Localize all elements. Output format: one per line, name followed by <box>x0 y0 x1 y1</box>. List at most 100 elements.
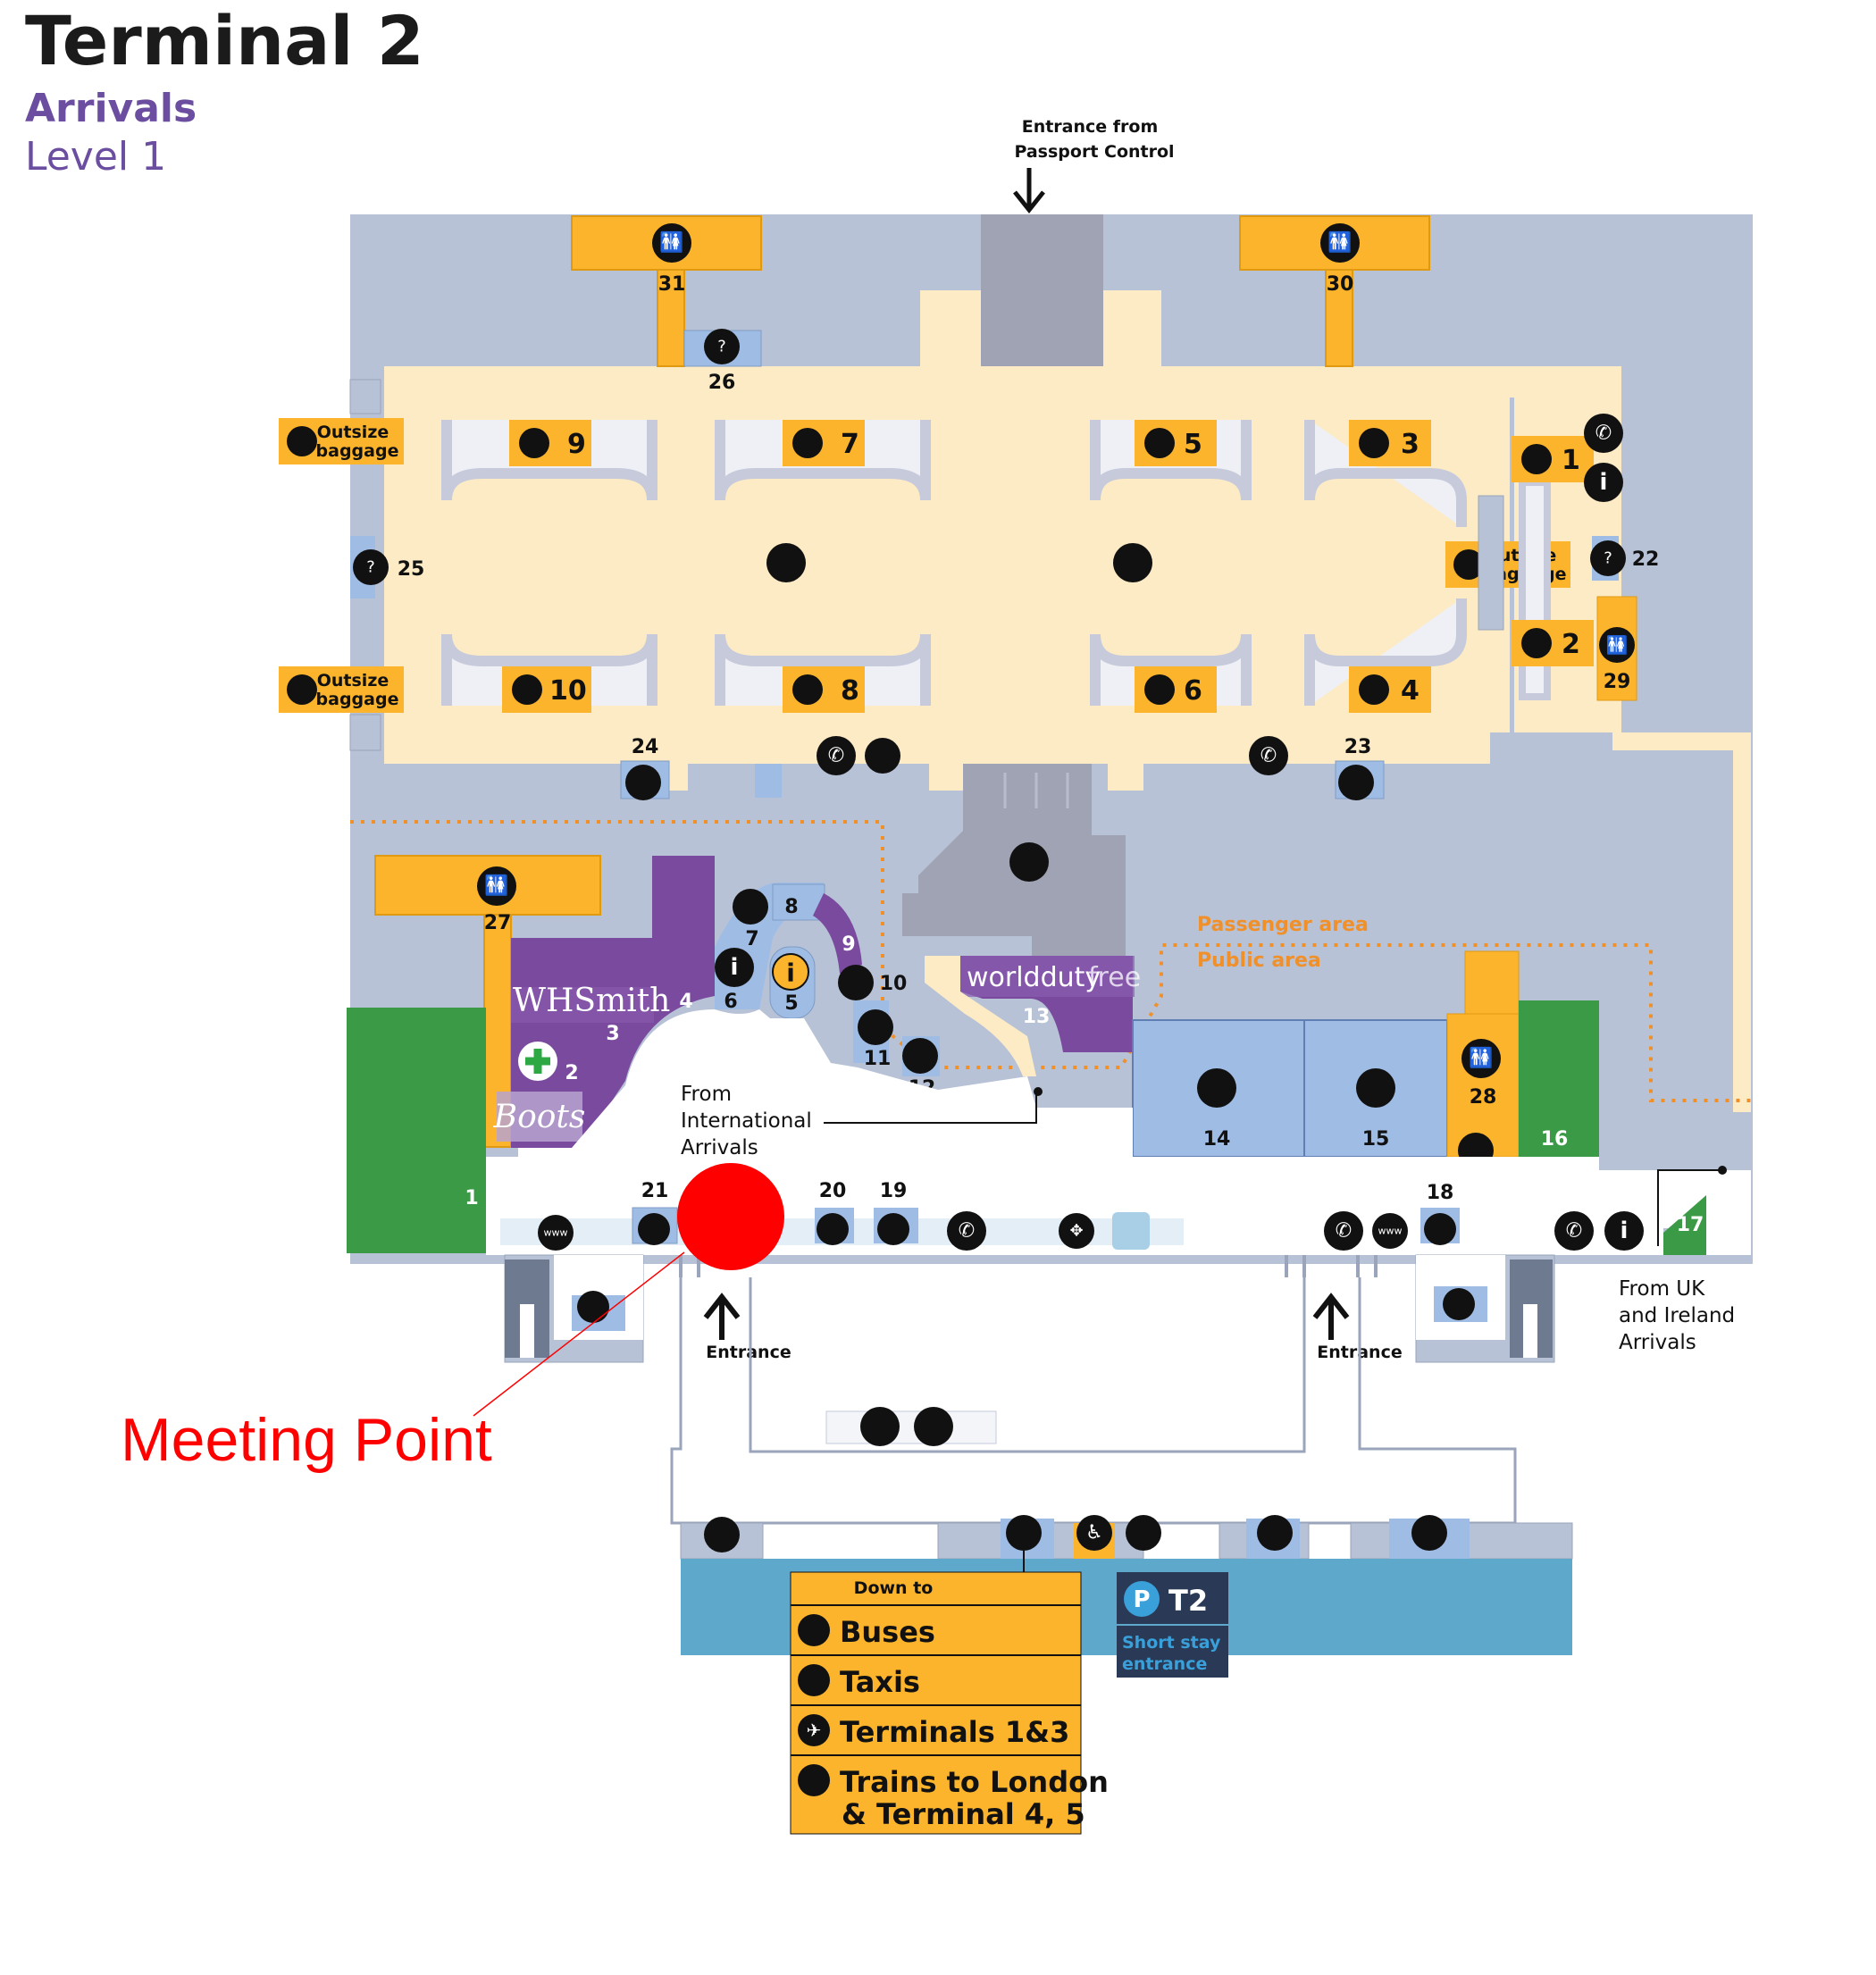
svg-text:9: 9 <box>567 429 586 460</box>
label-19: 19 <box>880 1180 908 1202</box>
car-hire-icon <box>858 1009 893 1045</box>
belt-10: 10 <box>441 633 657 713</box>
mobile-icon <box>838 965 874 1000</box>
phone-icon <box>1249 736 1288 775</box>
baggage-icon <box>1359 428 1389 458</box>
mobile-icon <box>902 1038 938 1074</box>
from-uk-line2: and Ireland <box>1619 1304 1735 1327</box>
toilets-28 <box>1446 1013 1520 1158</box>
baggage-icon <box>1144 428 1175 458</box>
baggage-icon <box>287 674 317 705</box>
passenger-area-label: Passenger area <box>1197 914 1369 936</box>
svg-text:i: i <box>1621 1218 1629 1244</box>
baggage-icon <box>1453 549 1484 580</box>
toilets-icon <box>1461 1039 1501 1078</box>
info-desk-icon <box>772 953 809 991</box>
baggage-icon <box>512 674 542 705</box>
svg-text:4: 4 <box>1401 675 1420 707</box>
currency-exchange-icon <box>638 1213 670 1245</box>
label-2: 2 <box>565 1062 578 1084</box>
belt-2: 2 <box>1512 620 1594 666</box>
phone-icon <box>817 736 856 775</box>
svg-text:?: ? <box>1604 549 1612 568</box>
lift-icon <box>1443 1288 1475 1320</box>
internet-icon <box>1372 1213 1408 1249</box>
parking-letter: P <box>1133 1586 1150 1613</box>
svg-text:♿: ♿ <box>1085 1522 1103 1544</box>
meeting-point-label: Meeting Point <box>121 1406 492 1474</box>
label-9: 9 <box>842 933 855 956</box>
label-5: 5 <box>784 992 798 1015</box>
toilets-icon-glyph: 🚻 <box>659 231 683 255</box>
toilets-27-block <box>374 855 601 916</box>
svg-text:3: 3 <box>1401 429 1420 460</box>
toilets-30-stem <box>1325 269 1353 367</box>
lift-icon <box>1411 1515 1447 1551</box>
label-31: 31 <box>658 273 686 296</box>
svg-text:?: ? <box>366 558 375 577</box>
mobile-icon <box>733 889 768 925</box>
wdf-label-b: free <box>1088 962 1141 993</box>
label-28: 28 <box>1470 1086 1497 1109</box>
belt-9: 9 <box>441 420 657 501</box>
label-17: 17 <box>1677 1214 1704 1236</box>
lift-icon <box>1257 1515 1293 1551</box>
label-10: 10 <box>880 973 908 995</box>
svg-text:Outsize: Outsize <box>317 671 389 690</box>
label-1: 1 <box>465 1187 478 1209</box>
svg-text:1: 1 <box>1562 445 1580 476</box>
label-29: 29 <box>1604 671 1631 693</box>
entrance-arrow-icon <box>1312 1293 1350 1340</box>
phone-icon <box>1584 414 1623 453</box>
svg-text:✆: ✆ <box>828 745 844 767</box>
info-icon <box>1604 1211 1644 1251</box>
svg-text:🚻: 🚻 <box>1469 1047 1493 1070</box>
entrance-top-line1: Entrance from <box>1022 117 1159 137</box>
phone-icon <box>1554 1211 1594 1251</box>
phone-icon <box>947 1211 986 1251</box>
kiosk-9 <box>813 893 862 974</box>
baggage-icon <box>519 428 549 458</box>
escalator-icon <box>1009 842 1049 882</box>
lost-property-icon <box>704 329 740 364</box>
lift-icon <box>577 1291 609 1323</box>
label-8: 8 <box>784 896 798 918</box>
lost-property-icon <box>1590 540 1626 576</box>
svg-text:✆: ✆ <box>1260 745 1277 767</box>
internet-icon <box>538 1215 574 1251</box>
baggage-icon <box>1144 674 1175 705</box>
label-24: 24 <box>632 736 659 758</box>
destinations-panel <box>790 1571 1082 1835</box>
entrance-arrow-icon <box>703 1293 741 1340</box>
from-international-line2: International <box>681 1109 812 1133</box>
dest-buses: Buses <box>840 1615 935 1649</box>
svg-text:i: i <box>1600 469 1608 496</box>
info-icon <box>715 948 754 987</box>
arrow-down-icon <box>1013 168 1045 214</box>
down-to-label: Down to <box>854 1578 934 1598</box>
label-6: 6 <box>724 991 737 1013</box>
svg-text:✥: ✥ <box>1069 1222 1083 1241</box>
label-30: 30 <box>1327 273 1354 296</box>
map-level: Level 1 <box>25 134 166 180</box>
currency-exchange-icon <box>877 1213 909 1245</box>
wheelchair-icon <box>1076 1515 1112 1551</box>
svg-text:✆: ✆ <box>959 1220 975 1243</box>
label-15: 15 <box>1362 1128 1390 1151</box>
svg-text:baggage: baggage <box>316 441 399 461</box>
label-16: 16 <box>1541 1128 1569 1151</box>
svg-text:7: 7 <box>841 429 859 460</box>
belt-6: 6 <box>1090 633 1252 713</box>
lost-property-icon <box>353 549 389 585</box>
wdf-label-a: worldduty <box>967 962 1101 993</box>
lift-icon <box>1006 1515 1042 1551</box>
toilets-31-stem <box>657 269 685 367</box>
svg-text:8: 8 <box>841 675 859 707</box>
label-20: 20 <box>819 1180 847 1202</box>
stairs-icon <box>704 1517 740 1552</box>
retail-unit-16 <box>1519 1000 1599 1157</box>
svg-text:10: 10 <box>549 675 587 707</box>
corridor-east <box>1612 366 1751 1112</box>
trolley-icon <box>766 543 806 582</box>
